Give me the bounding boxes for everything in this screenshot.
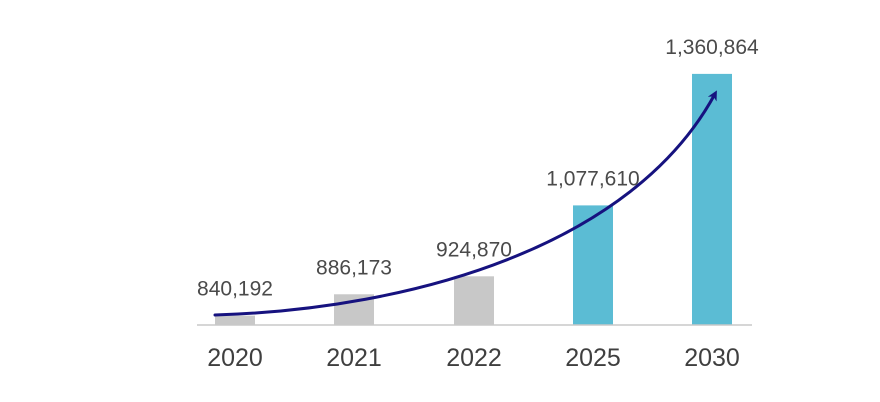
bar-2025 [573,205,613,325]
x-tick-labels-group: 2020 2021 2022 2025 2030 [207,344,740,372]
value-labels-group: 840,192 886,173 924,870 1,077,610 1,360,864 [197,36,759,301]
bar-2030 [692,73,732,325]
trend-arrow [213,90,717,317]
value-label-2025: 1,077,610 [546,167,639,190]
value-label-2030: 1,360,864 [665,36,759,59]
x-tick-label-2030: 2030 [684,344,740,372]
bar-2022 [454,276,494,325]
x-tick-label-2025: 2025 [565,344,621,372]
x-tick-label-2022: 2022 [446,344,502,372]
x-tick-label-2021: 2021 [326,344,382,372]
bar-2020 [215,315,255,325]
bars-group [215,73,732,325]
value-label-2021: 886,173 [316,256,392,279]
value-label-2022: 924,870 [436,238,512,261]
value-label-2020: 840,192 [197,278,273,301]
x-tick-label-2020: 2020 [207,344,263,372]
